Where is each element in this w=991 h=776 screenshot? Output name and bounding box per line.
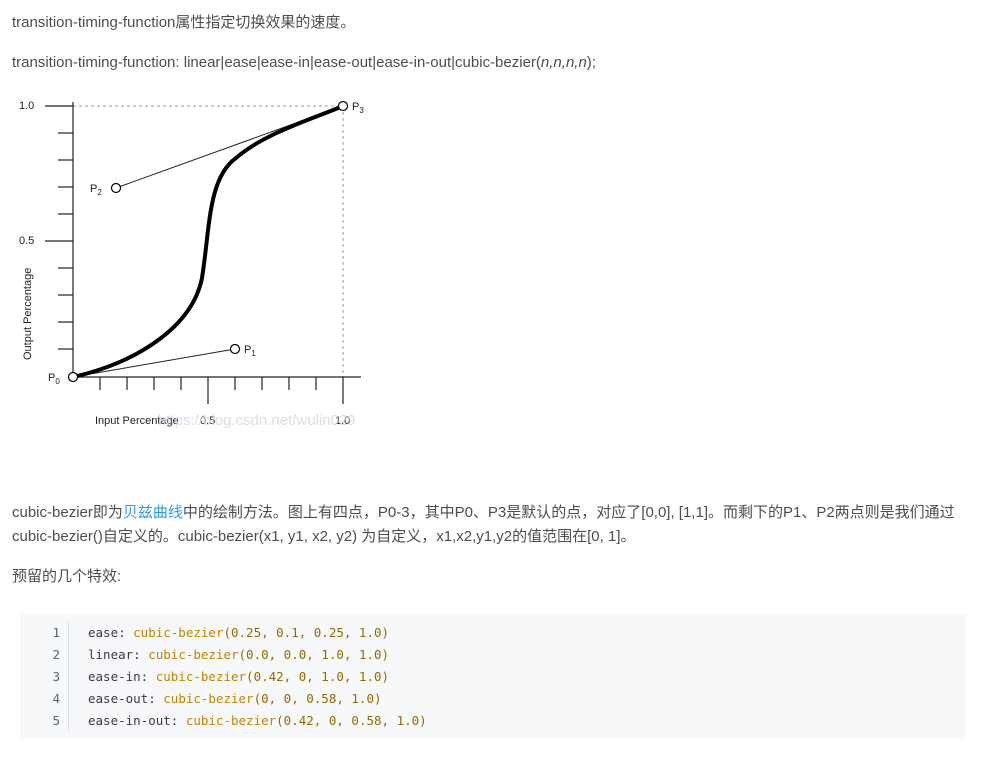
code-args: (0.42, 0, 1.0, 1.0) — [246, 669, 390, 684]
line-number: 5 — [52, 713, 60, 728]
y-axis-label: Output Percentage — [22, 268, 34, 360]
code-line: ease-out: cubic-bezier(0, 0, 0.58, 1.0) — [68, 688, 427, 710]
x-ticks — [99, 377, 344, 404]
description-part1: cubic-bezier即为 — [12, 504, 123, 521]
x-tick-05: 0.5 — [200, 415, 215, 427]
y-ticks — [45, 105, 73, 350]
code-block: 1 2 3 4 5 ease: cubic-bezier(0.25, 0.1, … — [20, 614, 966, 739]
point-p1 — [229, 343, 241, 355]
label-p1: P1 — [244, 344, 256, 358]
bezier-curve — [71, 104, 345, 379]
x-tick-1: 1.0 — [335, 415, 350, 427]
code-line: ease-in: cubic-bezier(0.42, 0, 1.0, 1.0) — [68, 666, 427, 688]
syntax-suffix: ); — [586, 54, 596, 71]
code-key: ease-out: — [88, 691, 164, 706]
point-p0 — [67, 371, 79, 383]
line-number: 4 — [52, 691, 60, 706]
code-args: (0.25, 0.1, 0.25, 1.0) — [223, 625, 390, 640]
point-p3 — [337, 100, 349, 112]
x-axis-label: Input Percentage — [95, 415, 179, 427]
code-key: ease-in: — [88, 669, 156, 684]
label-p3: P3 — [352, 101, 364, 115]
line-numbers: 1 2 3 4 5 — [20, 622, 69, 732]
bezier-figure: 1.0 0.5 0.5 1.0 Output Percentage Input … — [19, 100, 364, 429]
label-p2: P2 — [90, 183, 102, 197]
code-key: linear: — [88, 647, 149, 662]
handle-p0-p1 — [72, 348, 236, 378]
code-fn: cubic-bezier — [148, 647, 239, 662]
code-args: (0, 0, 0.58, 1.0) — [253, 691, 382, 706]
intro-sentence: transition-timing-function属性指定切换效果的速度。 — [12, 14, 356, 31]
description-paragraph: cubic-bezier即为贝兹曲线中的绘制方法。图上有四点，P0-3，其中P0… — [12, 501, 977, 549]
code-fn: cubic-bezier — [133, 625, 224, 640]
syntax-line: transition-timing-function: linear|ease|… — [12, 51, 596, 75]
code-args: (0.42, 0, 0.58, 1.0) — [276, 713, 427, 728]
syntax-args: n,n,n,n — [540, 54, 587, 71]
bezier-link[interactable]: 贝兹曲线 — [122, 504, 183, 521]
code-lines: ease: cubic-bezier(0.25, 0.1, 0.25, 1.0)… — [68, 622, 427, 732]
code-fn: cubic-bezier — [163, 691, 254, 706]
y-tick-1: 1.0 — [19, 100, 34, 112]
code-fn: cubic-bezier — [185, 713, 277, 728]
watermark: https://blog.csdn.net/wulin029 — [158, 412, 356, 429]
code-line: linear: cubic-bezier(0.0, 0.0, 1.0, 1.0) — [68, 644, 427, 666]
syntax-prefix: transition-timing-function: linear|ease|… — [12, 54, 541, 71]
point-p2 — [110, 182, 122, 194]
code-line: ease-in-out: cubic-bezier(0.42, 0, 0.58,… — [68, 710, 427, 732]
line-number: 2 — [52, 647, 60, 662]
code-key: ease: — [88, 625, 134, 640]
code-key: ease-in-out: — [88, 713, 186, 728]
line-number: 1 — [52, 625, 60, 640]
code-args: (0.0, 0.0, 1.0, 1.0) — [238, 647, 390, 662]
presets-heading: 预留的几个特效: — [12, 568, 122, 585]
label-p0: P0 — [48, 372, 60, 386]
line-number: 3 — [52, 669, 60, 684]
code-line: ease: cubic-bezier(0.25, 0.1, 0.25, 1.0) — [68, 622, 427, 644]
description-part2: 中的绘制方法。图上有四点，P0-3，其中P0、P3是默认的点，对应了[0,0],… — [12, 504, 955, 545]
code-fn: cubic-bezier — [155, 669, 247, 684]
y-tick-05: 0.5 — [19, 235, 34, 247]
